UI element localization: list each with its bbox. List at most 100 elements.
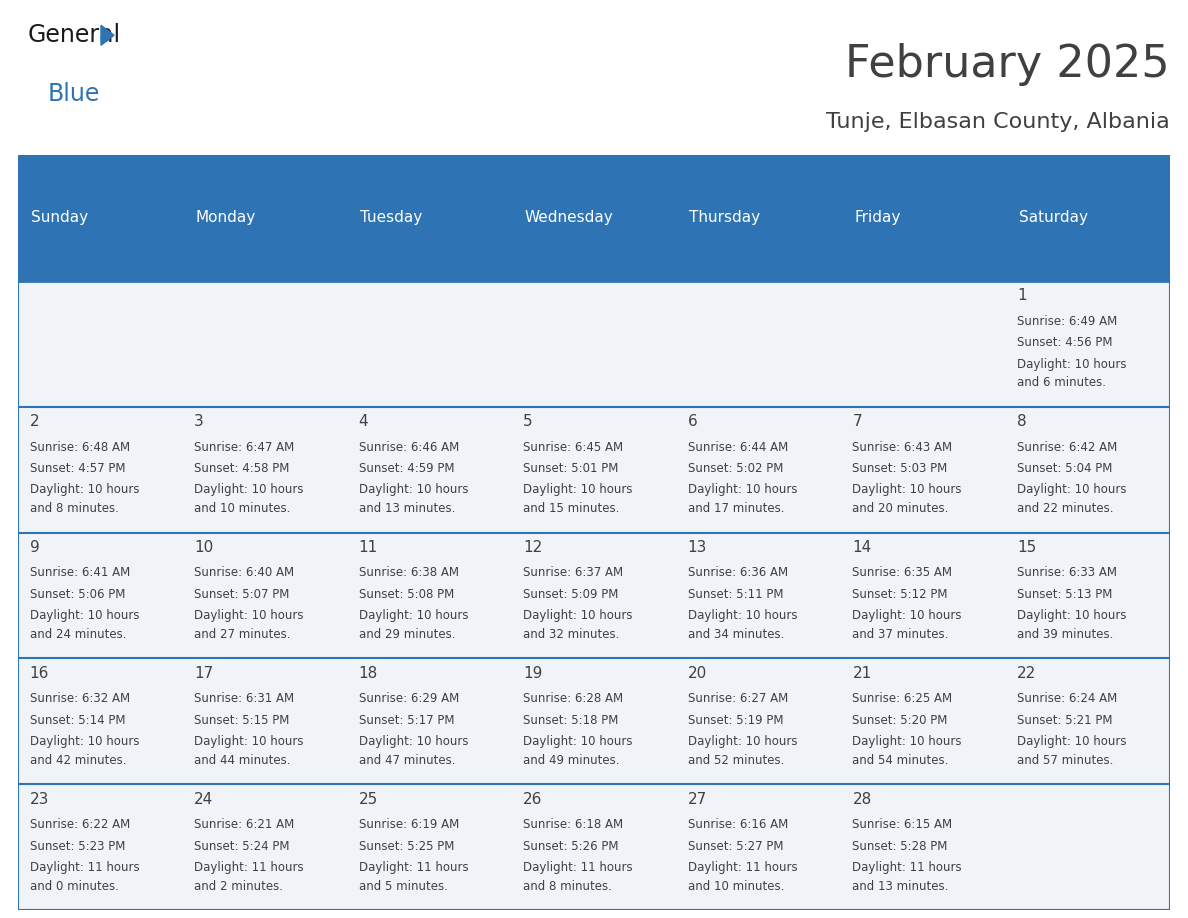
Text: 1: 1 <box>1017 288 1026 303</box>
Bar <box>512 155 676 281</box>
Text: Daylight: 11 hours: Daylight: 11 hours <box>523 861 633 874</box>
Text: Sunrise: 6:40 AM: Sunrise: 6:40 AM <box>194 566 295 579</box>
Text: Sunrise: 6:28 AM: Sunrise: 6:28 AM <box>523 692 624 705</box>
Text: Sunset: 5:11 PM: Sunset: 5:11 PM <box>688 588 783 601</box>
Bar <box>347 784 512 910</box>
Text: and 2 minutes.: and 2 minutes. <box>194 879 283 893</box>
Text: Sunrise: 6:21 AM: Sunrise: 6:21 AM <box>194 818 295 831</box>
Text: Sunrise: 6:25 AM: Sunrise: 6:25 AM <box>852 692 953 705</box>
Text: Sunrise: 6:48 AM: Sunrise: 6:48 AM <box>30 441 129 453</box>
Bar <box>512 407 676 532</box>
Text: Sunset: 5:24 PM: Sunset: 5:24 PM <box>194 840 290 853</box>
Text: and 0 minutes.: and 0 minutes. <box>30 879 119 893</box>
Text: and 17 minutes.: and 17 minutes. <box>688 502 784 515</box>
Text: Sunset: 5:26 PM: Sunset: 5:26 PM <box>523 840 619 853</box>
Text: and 44 minutes.: and 44 minutes. <box>194 754 291 767</box>
Text: Daylight: 10 hours: Daylight: 10 hours <box>523 610 633 622</box>
Text: Sunrise: 6:29 AM: Sunrise: 6:29 AM <box>359 692 459 705</box>
Text: and 32 minutes.: and 32 minutes. <box>523 628 620 641</box>
Text: Wednesday: Wednesday <box>525 210 614 226</box>
Text: Sunset: 5:23 PM: Sunset: 5:23 PM <box>30 840 125 853</box>
Text: and 22 minutes.: and 22 minutes. <box>1017 502 1113 515</box>
Text: Daylight: 10 hours: Daylight: 10 hours <box>1017 484 1126 497</box>
Text: Sunrise: 6:46 AM: Sunrise: 6:46 AM <box>359 441 459 453</box>
Bar <box>1005 281 1170 407</box>
Text: 14: 14 <box>852 540 872 555</box>
Text: Sunrise: 6:18 AM: Sunrise: 6:18 AM <box>523 818 624 831</box>
Text: Sunset: 5:28 PM: Sunset: 5:28 PM <box>852 840 948 853</box>
Text: and 8 minutes.: and 8 minutes. <box>30 502 119 515</box>
Text: Daylight: 11 hours: Daylight: 11 hours <box>688 861 797 874</box>
Text: Monday: Monday <box>196 210 255 226</box>
Bar <box>1005 407 1170 532</box>
Text: 9: 9 <box>30 540 39 555</box>
Bar <box>841 658 1005 784</box>
Bar <box>18 784 183 910</box>
Text: Daylight: 10 hours: Daylight: 10 hours <box>1017 610 1126 622</box>
Text: Daylight: 10 hours: Daylight: 10 hours <box>30 735 139 748</box>
Bar <box>183 281 347 407</box>
Bar <box>841 281 1005 407</box>
Text: Sunset: 5:25 PM: Sunset: 5:25 PM <box>359 840 454 853</box>
Text: Sunrise: 6:47 AM: Sunrise: 6:47 AM <box>194 441 295 453</box>
Text: Daylight: 10 hours: Daylight: 10 hours <box>852 484 962 497</box>
Bar <box>841 407 1005 532</box>
Bar <box>841 532 1005 658</box>
Bar <box>676 658 841 784</box>
Bar <box>1005 532 1170 658</box>
Text: 11: 11 <box>359 540 378 555</box>
Bar <box>347 658 512 784</box>
Text: Daylight: 10 hours: Daylight: 10 hours <box>1017 735 1126 748</box>
Text: Sunrise: 6:49 AM: Sunrise: 6:49 AM <box>1017 315 1117 328</box>
Text: Daylight: 10 hours: Daylight: 10 hours <box>1017 358 1126 371</box>
Text: and 49 minutes.: and 49 minutes. <box>523 754 620 767</box>
Text: Sunset: 5:08 PM: Sunset: 5:08 PM <box>359 588 454 601</box>
Text: Sunrise: 6:16 AM: Sunrise: 6:16 AM <box>688 818 788 831</box>
Text: Sunset: 5:07 PM: Sunset: 5:07 PM <box>194 588 290 601</box>
Bar <box>183 658 347 784</box>
Text: and 34 minutes.: and 34 minutes. <box>688 628 784 641</box>
Text: 6: 6 <box>688 414 697 430</box>
Text: Sunset: 4:58 PM: Sunset: 4:58 PM <box>194 462 290 475</box>
Text: Sunrise: 6:45 AM: Sunrise: 6:45 AM <box>523 441 624 453</box>
Text: 20: 20 <box>688 666 707 681</box>
Text: Sunrise: 6:27 AM: Sunrise: 6:27 AM <box>688 692 788 705</box>
Text: Sunset: 4:56 PM: Sunset: 4:56 PM <box>1017 336 1112 349</box>
Text: Sunset: 5:01 PM: Sunset: 5:01 PM <box>523 462 619 475</box>
Text: Sunrise: 6:43 AM: Sunrise: 6:43 AM <box>852 441 953 453</box>
Text: 17: 17 <box>194 666 214 681</box>
Text: and 37 minutes.: and 37 minutes. <box>852 628 949 641</box>
Bar <box>1005 658 1170 784</box>
Bar <box>676 155 841 281</box>
Text: 4: 4 <box>359 414 368 430</box>
Bar <box>347 281 512 407</box>
Text: Sunrise: 6:37 AM: Sunrise: 6:37 AM <box>523 566 624 579</box>
Text: and 20 minutes.: and 20 minutes. <box>852 502 949 515</box>
Text: and 52 minutes.: and 52 minutes. <box>688 754 784 767</box>
Bar <box>512 784 676 910</box>
Text: Blue: Blue <box>48 82 100 106</box>
Bar <box>676 281 841 407</box>
Text: Sunset: 5:27 PM: Sunset: 5:27 PM <box>688 840 783 853</box>
Text: February 2025: February 2025 <box>846 43 1170 86</box>
Bar <box>676 784 841 910</box>
Text: Saturday: Saturday <box>1018 210 1087 226</box>
Text: 12: 12 <box>523 540 543 555</box>
Text: 3: 3 <box>194 414 204 430</box>
Bar <box>347 155 512 281</box>
Text: 19: 19 <box>523 666 543 681</box>
Text: Daylight: 11 hours: Daylight: 11 hours <box>30 861 139 874</box>
Text: Sunset: 5:19 PM: Sunset: 5:19 PM <box>688 713 783 727</box>
Text: and 42 minutes.: and 42 minutes. <box>30 754 126 767</box>
Text: and 13 minutes.: and 13 minutes. <box>359 502 455 515</box>
Bar <box>1005 784 1170 910</box>
Bar <box>183 407 347 532</box>
Text: and 27 minutes.: and 27 minutes. <box>194 628 291 641</box>
Bar <box>512 532 676 658</box>
Text: Sunset: 5:06 PM: Sunset: 5:06 PM <box>30 588 125 601</box>
Text: Daylight: 10 hours: Daylight: 10 hours <box>688 484 797 497</box>
Text: 18: 18 <box>359 666 378 681</box>
Text: Daylight: 10 hours: Daylight: 10 hours <box>30 484 139 497</box>
Text: Sunset: 5:02 PM: Sunset: 5:02 PM <box>688 462 783 475</box>
Text: Sunset: 5:20 PM: Sunset: 5:20 PM <box>852 713 948 727</box>
